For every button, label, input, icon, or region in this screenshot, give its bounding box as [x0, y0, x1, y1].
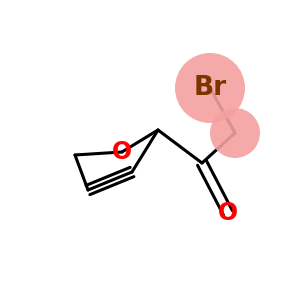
Text: O: O — [218, 201, 238, 225]
Text: Br: Br — [194, 75, 226, 101]
Circle shape — [175, 53, 245, 123]
Circle shape — [210, 108, 260, 158]
Text: O: O — [112, 140, 132, 164]
